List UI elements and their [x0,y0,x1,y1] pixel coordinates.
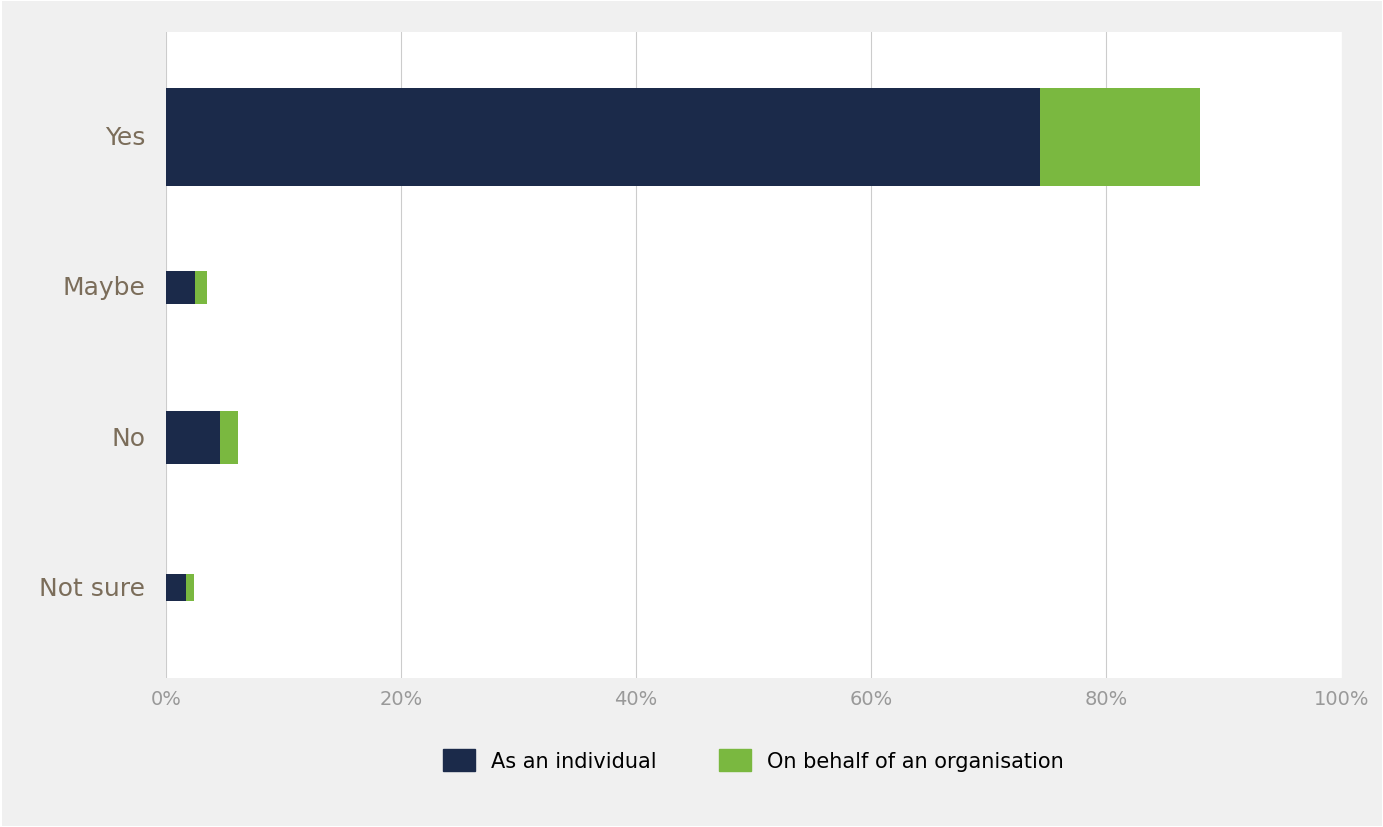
Legend: As an individual, On behalf of an organisation: As an individual, On behalf of an organi… [444,749,1064,771]
Bar [166,89,1040,187]
Bar [166,271,195,304]
Bar [166,412,220,465]
Bar [185,575,194,601]
Bar [220,412,238,465]
Bar [1040,89,1200,187]
Bar [195,271,207,304]
Bar [166,575,185,601]
